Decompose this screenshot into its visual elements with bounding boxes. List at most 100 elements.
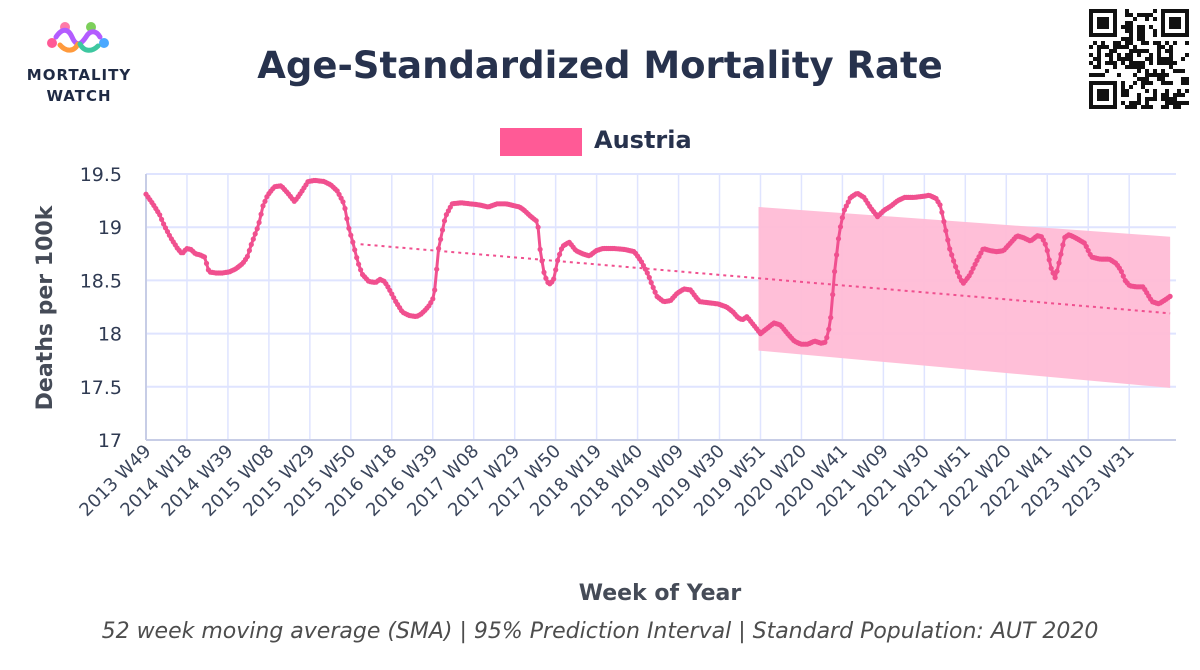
qr-module <box>1093 57 1097 61</box>
qr-module <box>1125 93 1129 97</box>
data-point <box>553 267 559 273</box>
qr-module <box>1097 45 1101 49</box>
qr-module <box>1129 65 1133 69</box>
qr-module <box>1129 53 1133 57</box>
qr-module <box>1105 45 1109 49</box>
qr-module <box>1125 29 1129 33</box>
qr-module <box>1149 25 1153 29</box>
trend-line <box>360 243 1171 315</box>
qr-module <box>1133 49 1137 53</box>
data-point <box>1060 242 1066 248</box>
qr-module <box>1157 61 1161 65</box>
data-point <box>358 267 364 273</box>
qr-module <box>1153 9 1157 13</box>
qr-module <box>1145 101 1149 105</box>
qr-module <box>1125 45 1129 49</box>
data-point <box>826 326 832 332</box>
qr-module <box>1137 97 1141 101</box>
data-point <box>340 199 346 205</box>
qr-module <box>1125 57 1129 61</box>
data-point <box>246 247 252 254</box>
qr-module <box>1089 45 1093 49</box>
qr-module <box>1097 61 1101 65</box>
qr-module <box>1137 65 1141 69</box>
qr-module <box>1157 49 1161 53</box>
chart-title: Age-Standardized Mortality Rate <box>257 44 943 87</box>
qr-module <box>1153 33 1157 37</box>
data-point <box>1050 270 1056 276</box>
data-point <box>244 253 250 260</box>
data-point <box>839 215 846 221</box>
qr-module <box>1145 77 1149 81</box>
data-point <box>342 205 348 212</box>
qr-module <box>1117 41 1121 45</box>
data-point <box>537 246 543 252</box>
qr-module <box>1125 13 1129 17</box>
data-point <box>535 224 541 230</box>
qr-module <box>1161 73 1165 77</box>
qr-module <box>1173 41 1177 45</box>
qr-module <box>1165 101 1169 105</box>
qr-module <box>1165 105 1169 109</box>
qr-module <box>1161 97 1165 101</box>
qr-module <box>1153 89 1157 93</box>
qr-module <box>1145 57 1149 61</box>
qr-module <box>1141 33 1145 37</box>
data-point <box>1118 268 1124 275</box>
qr-module <box>1145 97 1149 101</box>
qr-module <box>1125 21 1129 25</box>
data-point <box>248 241 254 248</box>
data-point <box>845 199 851 205</box>
qr-module <box>1169 97 1173 101</box>
data-point <box>159 216 165 222</box>
qr-module <box>1121 85 1125 89</box>
qr-module <box>1133 101 1137 105</box>
qr-module <box>1113 61 1117 65</box>
qr-module <box>1137 53 1141 57</box>
y-tick-label: 19 <box>98 217 122 239</box>
qr-module <box>1137 69 1141 73</box>
y-tick-label: 18.5 <box>80 270 122 292</box>
qr-module <box>1093 65 1097 69</box>
logo-line1: MORTALITY <box>27 66 132 84</box>
qr-module <box>1157 73 1161 77</box>
mortality-watch-logo[interactable]: MORTALITY WATCH <box>27 22 132 105</box>
qr-code-icon[interactable] <box>1089 9 1189 109</box>
logo-line2: WATCH <box>46 87 111 105</box>
qr-module <box>1129 61 1133 65</box>
data-point <box>1046 257 1052 263</box>
qr-module <box>1177 69 1181 73</box>
legend: Austria <box>500 126 692 156</box>
qr-module <box>1129 105 1133 109</box>
qr-module <box>1141 81 1145 85</box>
qr-module <box>1165 97 1169 101</box>
qr-module <box>1141 77 1145 81</box>
data-point <box>539 258 545 264</box>
data-point <box>262 198 268 204</box>
data-point <box>1054 268 1060 274</box>
data-point <box>346 225 352 231</box>
qr-module <box>1129 49 1133 53</box>
data-point <box>250 236 256 242</box>
qr-module <box>1161 93 1165 97</box>
qr-module <box>1129 29 1133 33</box>
data-point <box>652 289 658 295</box>
qr-module <box>1173 105 1177 109</box>
qr-module <box>1089 73 1093 77</box>
qr-module <box>1097 73 1101 77</box>
qr-module <box>1145 81 1149 85</box>
qr-module <box>1113 65 1117 69</box>
data-point <box>828 315 834 321</box>
qr-module <box>1121 45 1125 49</box>
data-point <box>1052 275 1058 281</box>
prediction-interval-band <box>758 206 1171 388</box>
qr-module <box>1121 25 1125 29</box>
qr-module <box>1089 61 1093 65</box>
data-point <box>832 268 838 275</box>
data-point <box>830 292 836 298</box>
data-point <box>1083 243 1089 250</box>
trend-line-path <box>360 243 1171 315</box>
qr-module <box>1129 41 1133 45</box>
qr-module <box>1125 9 1129 13</box>
